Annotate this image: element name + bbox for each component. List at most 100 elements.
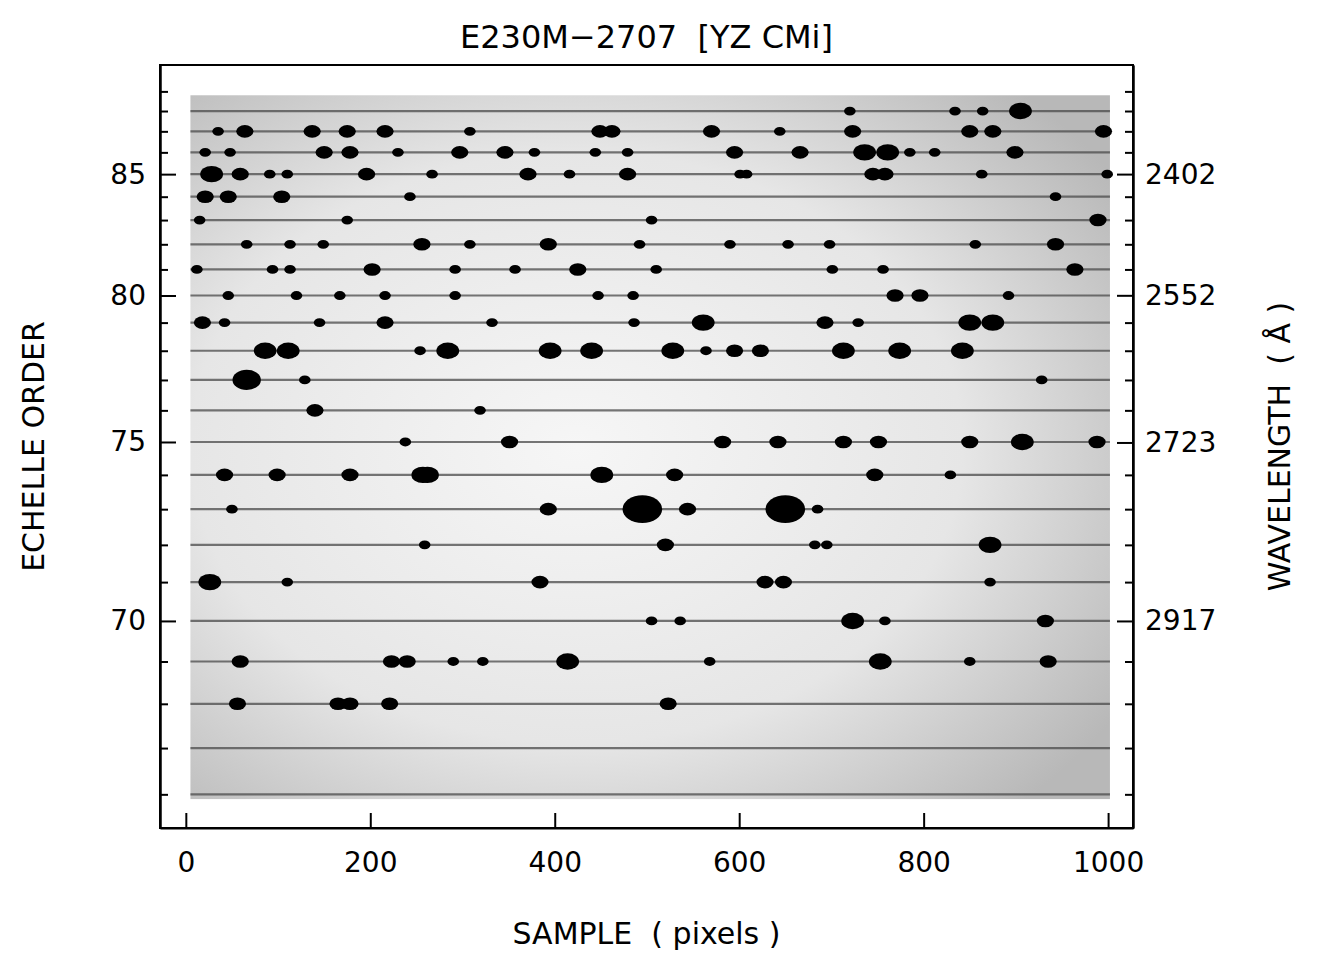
emission-spot bbox=[216, 469, 233, 482]
tick-mark bbox=[1125, 794, 1133, 796]
emission-spot bbox=[364, 263, 381, 276]
tick bbox=[160, 748, 168, 749]
emission-spot bbox=[841, 613, 864, 629]
emission-spot bbox=[977, 107, 989, 116]
tick bbox=[1125, 794, 1133, 795]
emission-spot bbox=[929, 148, 941, 157]
emission-spot bbox=[449, 265, 461, 274]
emission-spot bbox=[1050, 192, 1062, 201]
tick: 200 bbox=[344, 813, 397, 879]
emission-spot bbox=[341, 698, 358, 711]
tick bbox=[1125, 197, 1133, 198]
tick-mark bbox=[1125, 269, 1133, 271]
emission-spot bbox=[911, 289, 928, 302]
emission-spot bbox=[281, 578, 293, 587]
tick bbox=[1125, 582, 1133, 583]
tick-mark bbox=[160, 441, 176, 443]
emission-spot bbox=[646, 617, 658, 626]
tick-label: 1000 bbox=[1073, 846, 1144, 879]
tick-mark bbox=[160, 661, 168, 663]
emission-spot bbox=[191, 265, 203, 274]
tick-mark bbox=[160, 620, 176, 622]
order-stripe bbox=[190, 747, 1110, 749]
tick-mark bbox=[160, 582, 168, 584]
emission-spot bbox=[752, 344, 769, 357]
tick bbox=[160, 794, 168, 795]
emission-spot bbox=[866, 469, 883, 482]
emission-spot bbox=[241, 240, 253, 249]
emission-spot bbox=[464, 127, 476, 136]
emission-spot bbox=[958, 314, 981, 330]
tick bbox=[160, 197, 168, 198]
emission-spot bbox=[812, 505, 824, 514]
emission-spot bbox=[1101, 170, 1113, 179]
emission-spot bbox=[674, 617, 686, 626]
emission-spot bbox=[226, 505, 238, 514]
emission-spot bbox=[888, 343, 911, 359]
emission-spot bbox=[791, 146, 808, 159]
tick: 0 bbox=[177, 813, 195, 879]
axis-line bbox=[1133, 66, 1135, 829]
emission-spot bbox=[1003, 291, 1015, 300]
emission-spot bbox=[775, 576, 792, 589]
emission-spot bbox=[194, 216, 206, 225]
emission-spot bbox=[197, 190, 214, 203]
order-stripe bbox=[190, 173, 1110, 175]
tick-mark bbox=[160, 220, 168, 222]
emission-spot bbox=[949, 107, 961, 116]
axis-line bbox=[160, 66, 162, 829]
tick bbox=[160, 323, 168, 324]
emission-spot bbox=[404, 192, 416, 201]
tick bbox=[1125, 323, 1133, 324]
emission-spot bbox=[603, 125, 620, 138]
emission-spot bbox=[592, 291, 604, 300]
emission-spot bbox=[660, 698, 677, 711]
tick-mark bbox=[1125, 661, 1133, 663]
emission-spot bbox=[650, 265, 662, 274]
emission-spot bbox=[222, 291, 234, 300]
emission-spot bbox=[945, 470, 957, 479]
emission-spot bbox=[1011, 434, 1034, 450]
emission-spot bbox=[540, 503, 557, 516]
emission-spot bbox=[961, 436, 978, 449]
tick-mark bbox=[160, 91, 168, 93]
emission-spot bbox=[284, 240, 296, 249]
tick bbox=[1125, 475, 1133, 476]
order-stripe bbox=[190, 268, 1110, 270]
tick bbox=[1125, 545, 1133, 546]
order-stripe bbox=[190, 110, 1110, 112]
emission-spot bbox=[284, 265, 296, 274]
tick-label: 70 bbox=[110, 604, 146, 637]
tick-mark bbox=[160, 269, 168, 271]
tick bbox=[1125, 152, 1133, 153]
emission-spot bbox=[200, 166, 223, 182]
emission-spot bbox=[634, 240, 646, 249]
emission-spot bbox=[1006, 146, 1023, 159]
emission-spot bbox=[232, 370, 260, 390]
tick bbox=[1125, 91, 1133, 92]
emission-spot bbox=[556, 653, 579, 669]
emission-spot bbox=[879, 617, 891, 626]
emission-spot bbox=[236, 125, 253, 138]
tick bbox=[1125, 111, 1133, 112]
emission-spot bbox=[976, 170, 988, 179]
tick bbox=[160, 351, 168, 352]
emission-spot bbox=[334, 291, 346, 300]
emission-spot bbox=[961, 125, 978, 138]
tick-mark bbox=[370, 813, 372, 828]
tick bbox=[1125, 244, 1133, 245]
tick-mark bbox=[1125, 582, 1133, 584]
emission-spot bbox=[714, 436, 731, 449]
emission-spot bbox=[273, 190, 290, 203]
tick-label: 600 bbox=[713, 846, 766, 879]
emission-spot bbox=[496, 146, 513, 159]
emission-spot bbox=[229, 698, 246, 711]
tick bbox=[160, 475, 168, 476]
emission-spot bbox=[1040, 655, 1057, 668]
emission-spot bbox=[876, 144, 899, 160]
tick-mark bbox=[1125, 196, 1133, 198]
emission-spot bbox=[769, 436, 786, 449]
tick bbox=[160, 509, 168, 510]
tick-label: 80 bbox=[110, 279, 146, 312]
emission-spot bbox=[198, 574, 221, 590]
